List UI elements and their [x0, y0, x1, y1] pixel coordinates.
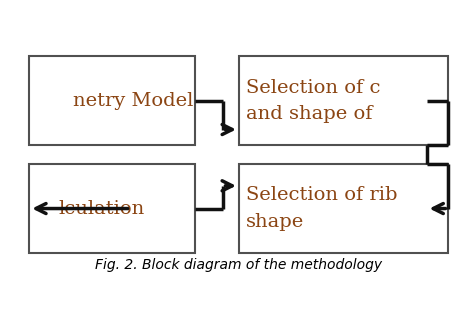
Bar: [29, 57, 196, 145]
Bar: [239, 164, 448, 253]
Text: shape: shape: [246, 213, 304, 231]
Text: lculation: lculation: [58, 200, 144, 217]
Text: and shape of: and shape of: [246, 105, 372, 123]
Bar: [29, 164, 196, 253]
Text: Selection of rib: Selection of rib: [246, 186, 397, 204]
Text: netry Model: netry Model: [73, 92, 193, 110]
Bar: [239, 57, 448, 145]
Text: Fig. 2. Block diagram of the methodology: Fig. 2. Block diagram of the methodology: [95, 258, 383, 272]
Text: Selection of c: Selection of c: [246, 79, 381, 97]
